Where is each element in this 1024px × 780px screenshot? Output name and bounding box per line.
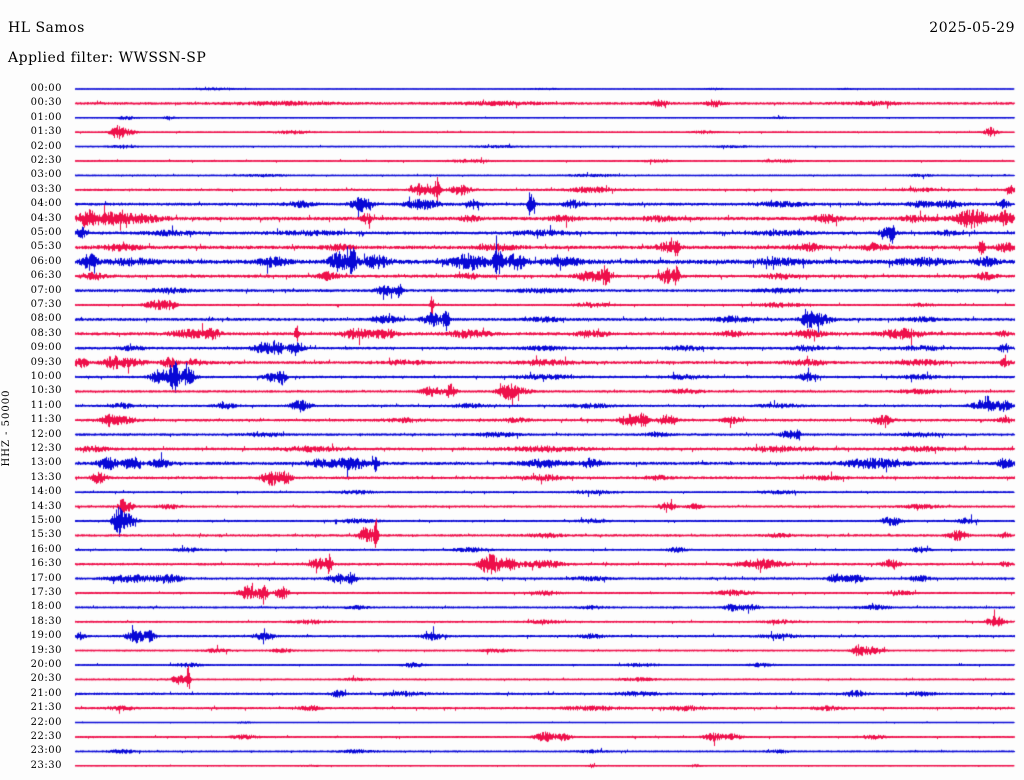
time-label: 15:30	[30, 529, 62, 541]
time-label: 11:00	[30, 399, 62, 411]
filter-label: Applied filter: WWSSN-SP	[8, 50, 207, 66]
time-label: 23:00	[30, 745, 62, 757]
time-label: 05:30	[30, 241, 62, 253]
time-label: 00:00	[30, 83, 62, 94]
time-label: 04:00	[30, 198, 62, 210]
time-label: 04:30	[30, 212, 62, 224]
time-label: 12:00	[30, 428, 62, 440]
time-label: 03:30	[30, 183, 62, 195]
time-label: 12:30	[30, 443, 62, 454]
time-label: 15:00	[30, 515, 62, 526]
time-label: 14:30	[30, 500, 62, 512]
time-label: 05:00	[30, 227, 62, 238]
time-label: 09:00	[30, 342, 62, 354]
time-label: 14:00	[30, 486, 62, 498]
time-label: 19:00	[30, 630, 62, 642]
time-label: 19:30	[30, 644, 62, 656]
time-label: 22:30	[30, 731, 62, 742]
time-label: 20:00	[30, 659, 62, 670]
time-label: 01:30	[30, 126, 62, 138]
date-label: 2025-05-29	[929, 20, 1015, 36]
time-label: 21:30	[30, 702, 62, 714]
station-title: HL Samos	[8, 20, 85, 36]
time-label: 02:00	[30, 140, 62, 152]
time-label: 00:30	[30, 97, 62, 109]
time-label: 10:00	[30, 371, 62, 382]
time-label: 23:30	[30, 759, 62, 771]
time-label: 13:30	[30, 471, 62, 483]
time-label: 07:00	[30, 284, 62, 296]
time-label: 17:00	[30, 572, 62, 584]
time-label: 07:30	[30, 299, 62, 310]
time-label: 01:00	[30, 111, 62, 123]
time-label: 09:30	[30, 356, 62, 368]
time-label: 18:00	[30, 601, 62, 613]
time-label: 06:00	[30, 255, 62, 267]
time-label: 06:30	[30, 270, 62, 282]
time-label: 17:30	[30, 587, 62, 598]
time-label: 18:30	[30, 615, 62, 627]
time-label: 11:30	[30, 414, 62, 426]
time-label: 03:00	[30, 169, 62, 181]
time-label: 10:30	[30, 385, 62, 397]
time-label: 08:30	[30, 327, 62, 339]
time-label: 16:00	[30, 543, 62, 555]
time-label: 22:00	[30, 716, 62, 728]
time-axis: 00:00 00:30 01:00 01:30 02:00 02:30 03:00 03:30…	[0, 0, 64, 780]
time-label: 13:00	[30, 457, 62, 469]
time-label: 21:00	[30, 687, 62, 699]
time-label: 08:00	[30, 313, 62, 325]
time-label: 16:30	[30, 558, 62, 570]
time-label: 20:30	[30, 673, 62, 685]
time-label: 02:30	[30, 155, 62, 166]
